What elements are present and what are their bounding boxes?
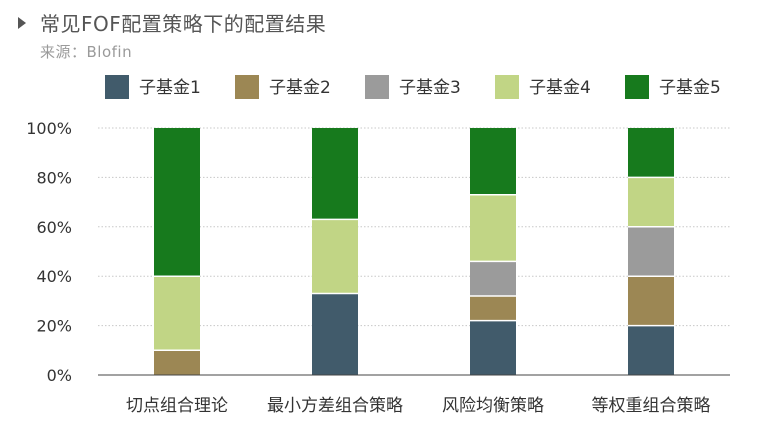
legend-label: 子基金2 [269, 78, 331, 98]
bar-segment [470, 295, 516, 321]
y-tick-label: 100% [26, 119, 72, 138]
bar-segment [154, 276, 200, 351]
bar-segment [154, 350, 200, 375]
chart-header: 常见FOF配置策略下的配置结果 来源：Blofin [18, 8, 326, 62]
y-tick-label: 40% [36, 267, 72, 286]
bar-segment [628, 276, 674, 326]
x-tick-label: 等权重组合策略 [592, 396, 711, 416]
legend-swatch [625, 75, 649, 99]
y-tick-label: 0% [47, 366, 72, 385]
bar-segment [470, 194, 516, 262]
bar-segment [470, 261, 516, 296]
x-tick-label: 风险均衡策略 [442, 396, 544, 416]
x-tick-label: 切点组合理论 [126, 396, 228, 416]
x-tick-label: 最小方差组合策略 [267, 396, 403, 416]
legend-swatch [235, 75, 259, 99]
y-tick-label: 80% [36, 168, 72, 187]
legend-label: 子基金4 [529, 78, 591, 98]
bar-segment [628, 226, 674, 277]
legend-swatch [365, 75, 389, 99]
caret-right-icon [18, 16, 26, 29]
legend-label: 子基金3 [399, 78, 461, 98]
legend-swatch [495, 75, 519, 99]
bar-segment [628, 325, 674, 375]
legend-label: 子基金1 [139, 78, 201, 98]
bar-segment [312, 219, 358, 294]
y-tick-label: 20% [36, 317, 72, 336]
bar-segment [470, 128, 516, 195]
chart-title: 常见FOF配置策略下的配置结果 [40, 12, 327, 36]
bar-segment [628, 177, 674, 227]
bar-segment [312, 128, 358, 220]
bar-segment [470, 320, 516, 375]
title-row: 常见FOF配置策略下的配置结果 [18, 8, 326, 37]
bar-segment [628, 128, 674, 178]
chart-source: 来源：Blofin [40, 43, 133, 61]
legend-swatch [105, 75, 129, 99]
bar-segment [312, 293, 358, 375]
legend-label: 子基金5 [659, 78, 721, 98]
y-tick-label: 60% [36, 218, 72, 237]
bar-segment [154, 128, 200, 277]
